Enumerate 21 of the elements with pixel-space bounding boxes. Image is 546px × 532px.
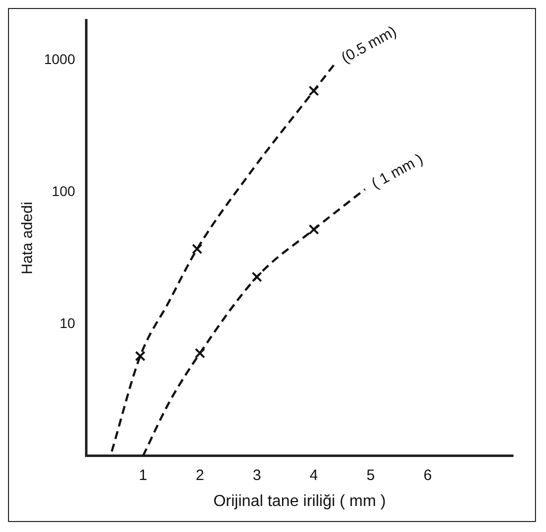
y-axis-title: Hata adedi [19, 202, 36, 274]
y-tick-label: 10 [60, 314, 76, 331]
text: (0.5 mm) [338, 23, 400, 67]
text: ( 1 mm ) [368, 150, 426, 192]
x-tick-label: 2 [196, 466, 204, 484]
line-series [110, 62, 336, 452]
point [194, 348, 206, 358]
point [308, 224, 320, 235]
point [134, 350, 146, 362]
x-tick-label: 6 [423, 466, 432, 484]
line-series [142, 188, 366, 456]
x-tick-label: 4 [310, 466, 318, 484]
x-tick-label: 1 [138, 466, 148, 484]
y-tick-label: 1000 [44, 50, 76, 67]
x-tick-label: 5 [366, 466, 375, 484]
point [192, 244, 202, 254]
y-tick-label: 100 [52, 182, 76, 199]
x-tick-label: 3 [252, 466, 262, 484]
x-axis-title: Orijinal tane iriliği ( mm ) [213, 492, 386, 510]
point [252, 272, 262, 282]
point [308, 86, 320, 96]
